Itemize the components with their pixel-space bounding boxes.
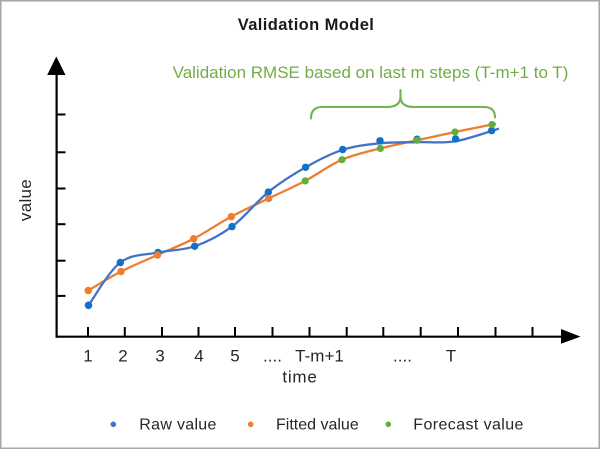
svg-text:4: 4: [194, 347, 203, 366]
svg-text:3: 3: [155, 347, 164, 366]
svg-text:5: 5: [230, 347, 239, 366]
svg-text:time: time: [282, 368, 317, 387]
svg-text:value: value: [16, 179, 35, 221]
svg-text:Raw value: Raw value: [139, 417, 216, 434]
svg-text:....: ....: [393, 347, 412, 366]
svg-text:2: 2: [118, 347, 127, 366]
svg-text:T-m+1: T-m+1: [295, 347, 344, 366]
svg-text:Validation RMSE based on last: Validation RMSE based on last m steps (T…: [173, 63, 569, 82]
svg-text:1: 1: [83, 347, 92, 366]
svg-text:T: T: [446, 347, 456, 366]
svg-text:Validation Model: Validation Model: [238, 16, 375, 34]
svg-text:....: ....: [263, 347, 282, 366]
svg-text:Forecast value: Forecast value: [413, 417, 524, 434]
svg-text:Fitted value: Fitted value: [276, 417, 359, 434]
